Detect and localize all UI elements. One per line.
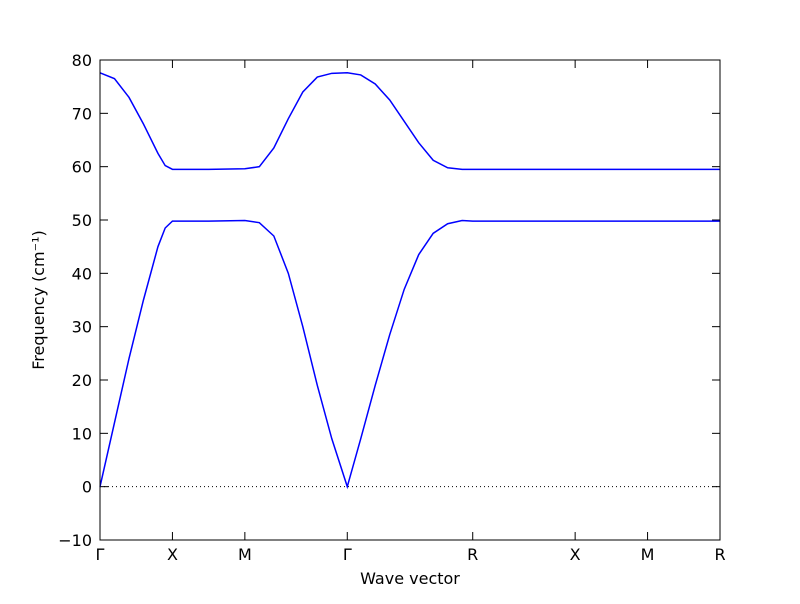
y-tick-label: 0: [82, 478, 92, 497]
x-tick-label: R: [714, 545, 725, 564]
x-tick-label: Γ: [96, 545, 105, 564]
x-tick-label: X: [570, 545, 581, 564]
y-tick-label: 70: [72, 104, 92, 123]
y-tick-label: 60: [72, 158, 92, 177]
x-tick-label: M: [238, 545, 252, 564]
x-tick-label: M: [641, 545, 655, 564]
line: [99, 72, 720, 171]
x-tick-label: Γ: [343, 545, 352, 564]
y-tick-label: 50: [72, 211, 92, 230]
x-tick-label: R: [467, 545, 478, 564]
y-tick-label: 20: [72, 371, 92, 390]
line: [99, 219, 720, 490]
y-tick-label: 10: [72, 424, 92, 443]
y-tick-label: 40: [72, 264, 92, 283]
y-tick-label: 80: [72, 51, 92, 70]
y-tick-label: −10: [58, 531, 92, 550]
y-axis-label: Frequency (cm⁻¹): [29, 230, 48, 369]
y-tick-label: 30: [72, 318, 92, 337]
x-axis-label: Wave vector: [360, 569, 460, 588]
plot-frame: [99, 59, 721, 541]
x-tick-label: X: [167, 545, 178, 564]
